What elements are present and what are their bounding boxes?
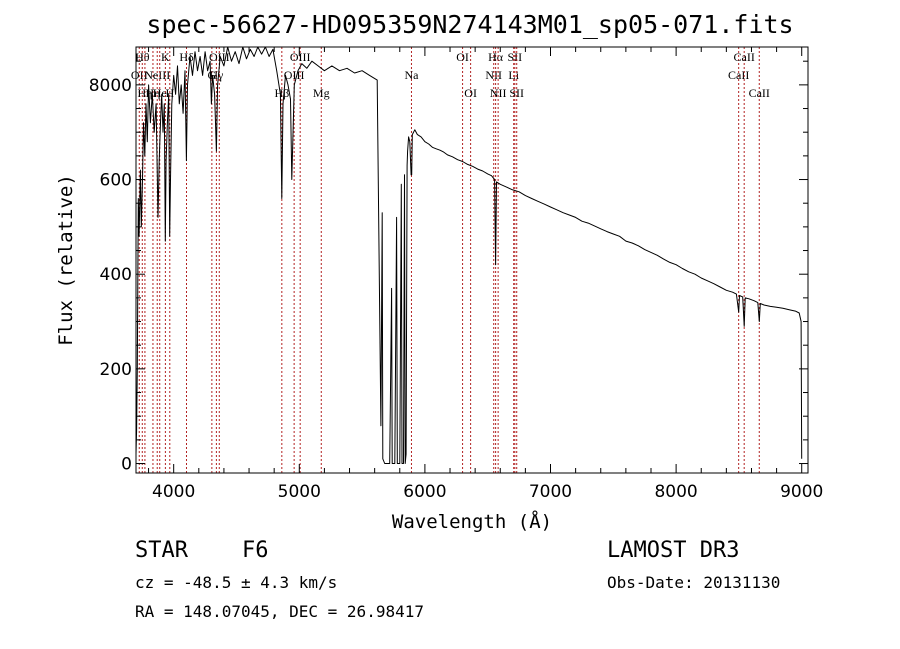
line-label-8: Hδ <box>179 50 194 64</box>
y-tick-label-1: 200 <box>100 360 132 380</box>
line-label-9: G <box>208 68 217 82</box>
y-tick-label-0: 0 <box>121 455 132 475</box>
line-label-7: H <box>165 86 174 100</box>
y-tick-label-3: 600 <box>100 171 132 191</box>
plot-frame <box>135 46 809 474</box>
line-label-6: K <box>161 50 170 64</box>
line-label-12: Hβ <box>274 86 289 100</box>
line-label-20: Hα <box>488 50 504 64</box>
spectrum-line <box>135 46 803 464</box>
x-tick-label-4: 8000 <box>654 482 697 502</box>
line-label-0: OII <box>131 68 148 82</box>
line-label-1: Hθ <box>135 50 150 64</box>
line-label-16: Na <box>404 68 419 82</box>
line-label-14: OIII <box>290 50 311 64</box>
line-label-27: CaII <box>749 86 770 100</box>
line-label-19: NII <box>485 68 502 82</box>
line-label-15: Mg <box>313 86 330 100</box>
line-label-13: OIII <box>284 68 305 82</box>
x-axis-label: Wavelength (Å) <box>392 510 552 533</box>
y-tick-label-2: 400 <box>100 265 132 285</box>
observation-date: Obs-Date: 20131130 <box>607 573 781 592</box>
x-tick-label-1: 5000 <box>278 482 321 502</box>
line-label-26: CaII <box>734 50 755 64</box>
line-label-25: CaII <box>728 68 749 82</box>
spectral-subclass: F6 <box>242 538 269 563</box>
x-tick-label-3: 7000 <box>529 482 572 502</box>
line-label-21: NII <box>490 86 507 100</box>
line-label-17: OI <box>456 50 469 64</box>
coordinates: RA = 148.07045, DEC = 26.98417 <box>135 602 424 621</box>
x-tick-label-5: 9000 <box>780 482 823 502</box>
line-label-18: OI <box>464 86 477 100</box>
object-class: STAR <box>135 538 188 563</box>
redshift-velocity: cz = -48.5 ± 4.3 km/s <box>135 573 338 592</box>
line-label-10: Hγ <box>209 68 224 82</box>
y-axis-label: Flux (relative) <box>55 174 77 346</box>
line-label-5: He <box>153 86 167 100</box>
line-label-22: Li <box>508 68 519 82</box>
survey-name: LAMOST DR3 <box>607 538 740 563</box>
y-tick-label-4: 8000 <box>89 76 132 96</box>
line-label-24: SII <box>509 86 524 100</box>
line-label-23: SII <box>507 50 522 64</box>
chart-title: spec-56627-HD095359N274143M01_sp05-071.f… <box>146 10 793 39</box>
line-label-11: OIII <box>209 50 230 64</box>
line-label-4: NeIII <box>144 68 170 82</box>
x-tick-label-0: 4000 <box>152 482 195 502</box>
x-tick-label-2: 6000 <box>403 482 446 502</box>
